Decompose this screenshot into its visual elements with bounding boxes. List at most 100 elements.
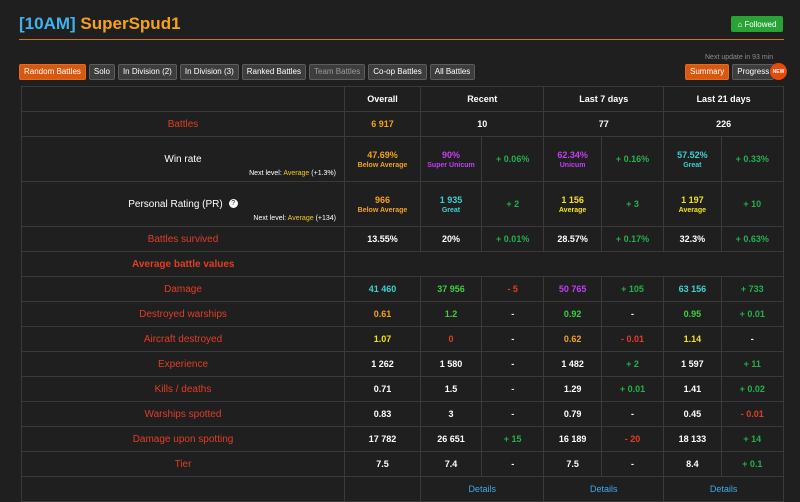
next-level-hint: Next level: Average (+1.3%) <box>249 170 336 177</box>
row-label: Warships spotted <box>21 401 345 427</box>
cell-last21: 0.45 <box>663 401 722 427</box>
tab-coop-battles[interactable]: Co-op Battles <box>368 64 427 80</box>
tab-team-battles[interactable]: Team Battles <box>309 64 366 80</box>
cell-recent-delta: - <box>480 451 545 477</box>
cell-last7-delta: + 105 <box>600 276 665 302</box>
table-row: Personal Rating (PR)? Next level: Averag… <box>21 181 785 227</box>
col-overall: Overall <box>344 86 421 112</box>
cell-last21: 1.14 <box>663 326 722 352</box>
cell-recent: 1 580 <box>420 351 482 377</box>
cell-last7-delta: - <box>600 451 665 477</box>
row-label: Experience <box>21 351 345 377</box>
cell-last21-delta: + 733 <box>720 276 785 302</box>
table-header-row: Overall Recent Last 7 days Last 21 days <box>21 86 784 112</box>
cell-overall: 47.69% Below Average <box>344 136 421 182</box>
col-last21: Last 21 days <box>663 86 784 112</box>
row-label: Aircraft destroyed <box>21 326 345 352</box>
cell-recent-delta: - 5 <box>480 276 545 302</box>
new-badge: NEW <box>770 63 787 80</box>
cell-last21-delta: + 11 <box>720 351 785 377</box>
details-link-last21[interactable]: Details <box>663 476 784 502</box>
stats-table: Overall Recent Last 7 days Last 21 days … <box>21 86 785 502</box>
player-name: SuperSpud1 <box>80 14 181 33</box>
cell-recent: 10 <box>419 111 545 137</box>
table-row: Damage 41 460 37 956 - 5 50 765 + 105 63… <box>21 276 785 302</box>
table-row: Tier 7.5 7.4 - 7.5 - 8.4 + 0.1 <box>21 451 785 477</box>
cell-last7-delta: + 0.01 <box>600 376 665 402</box>
cell-last7-delta: - 20 <box>600 426 665 452</box>
cell-recent-delta: - <box>480 301 545 327</box>
cell-recent: 26 651 <box>420 426 482 452</box>
cell-recent: 1.5 <box>420 376 482 402</box>
cell-last7: 1 156 Average <box>543 181 602 227</box>
cell-recent-delta: + 15 <box>480 426 545 452</box>
cell-overall: 0.71 <box>344 376 421 402</box>
cell-recent-delta: + 0.01% <box>480 226 545 252</box>
row-label: Damage upon spotting <box>21 426 345 452</box>
cell-overall: 1.07 <box>344 326 421 352</box>
cell-last21: 1 597 <box>663 351 722 377</box>
cell-last21-delta: + 0.33% <box>720 136 785 182</box>
clan-tag[interactable]: [10AM] <box>19 14 76 33</box>
cell-last7: 77 <box>543 111 665 137</box>
home-icon: ⌂ <box>737 19 743 29</box>
table-row: Battles survived 13.55% 20% + 0.01% 28.5… <box>21 226 785 252</box>
header-divider <box>19 39 784 40</box>
cell-last7-delta: - <box>600 301 665 327</box>
cell-last21: 63 156 <box>663 276 722 302</box>
cell-last7-delta: - 0.01 <box>600 326 665 352</box>
cell-last21: 0.95 <box>663 301 722 327</box>
summary-button[interactable]: Summary <box>685 64 730 80</box>
cell-recent-delta: + 2 <box>480 181 545 227</box>
followed-label: Followed <box>744 19 777 29</box>
cell-last21: 18 133 <box>663 426 722 452</box>
progress-button[interactable]: Progress <box>732 64 775 80</box>
battle-type-tabs: Random Battles Solo In Division (2) In D… <box>19 64 476 80</box>
details-link-recent[interactable]: Details <box>419 476 545 502</box>
row-label: Damage <box>21 276 345 302</box>
tab-all-battles[interactable]: All Battles <box>429 64 476 80</box>
table-row: Damage upon spotting 17 782 26 651 + 15 … <box>21 426 785 452</box>
tab-division-2[interactable]: In Division (2) <box>117 64 177 80</box>
cell-overall: 1 262 <box>344 351 421 377</box>
row-label: Battles survived <box>21 226 345 252</box>
help-icon[interactable]: ? <box>228 199 238 209</box>
tab-random-battles[interactable]: Random Battles <box>19 64 86 80</box>
cell-last7: 1.29 <box>543 376 602 402</box>
header-empty <box>21 86 345 112</box>
details-row: Details Details Details <box>21 476 784 502</box>
table-row: Win rate Next level: Average (+1.3%) 47.… <box>21 136 785 182</box>
tab-solo[interactable]: Solo <box>88 64 115 80</box>
cell-overall: 13.55% <box>344 226 421 252</box>
cell-recent: 3 <box>420 401 482 427</box>
cell-last21: 8.4 <box>663 451 722 477</box>
details-link-last7[interactable]: Details <box>543 476 665 502</box>
table-row: Kills / deaths 0.71 1.5 - 1.29 + 0.01 1.… <box>21 376 785 402</box>
cell-last7: 62.34% Unicum <box>543 136 602 182</box>
details-empty <box>344 476 421 502</box>
tab-division-3[interactable]: In Division (3) <box>179 64 239 80</box>
cell-recent-delta: - <box>480 401 545 427</box>
cell-recent-delta: - <box>480 326 545 352</box>
table-row: Experience 1 262 1 580 - 1 482 + 2 1 597… <box>21 351 785 377</box>
cell-last7-delta: + 3 <box>600 181 665 227</box>
cell-overall: 41 460 <box>344 276 421 302</box>
cell-last7: 0.79 <box>543 401 602 427</box>
cell-overall: 0.83 <box>344 401 421 427</box>
section-filler <box>344 251 784 277</box>
cell-recent: 90% Super Unicum <box>420 136 482 182</box>
details-empty <box>21 476 345 502</box>
cell-last21-delta: - <box>720 326 785 352</box>
col-last7: Last 7 days <box>543 86 665 112</box>
cell-last21-delta: + 0.1 <box>720 451 785 477</box>
cell-last21: 57.52% Great <box>663 136 722 182</box>
tab-ranked-battles[interactable]: Ranked Battles <box>241 64 307 80</box>
cell-recent: 1.2 <box>420 301 482 327</box>
cell-recent: 37 956 <box>420 276 482 302</box>
next-level-hint: Next level: Average (+134) <box>253 215 336 222</box>
followed-button[interactable]: ⌂ Followed <box>731 16 783 32</box>
row-label: Tier <box>21 451 345 477</box>
cell-overall: 0.61 <box>344 301 421 327</box>
cell-recent: 7.4 <box>420 451 482 477</box>
view-buttons: Summary Progress <box>685 64 775 80</box>
